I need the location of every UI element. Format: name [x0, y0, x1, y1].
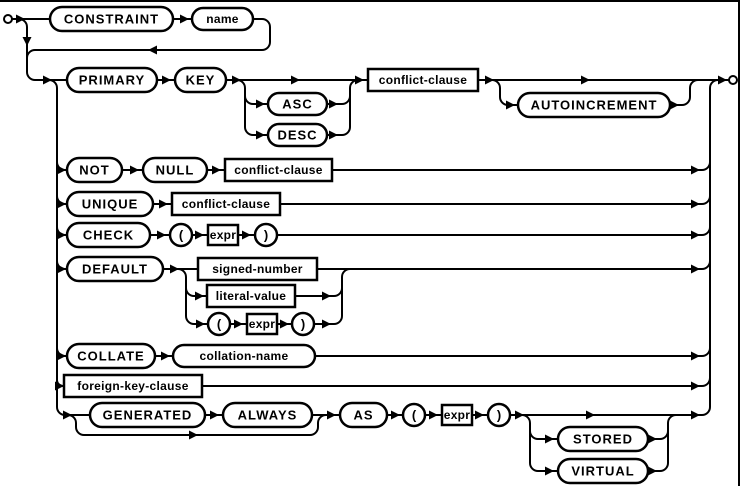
keyword-always: ALWAYS	[221, 401, 314, 429]
rparen-default: )	[290, 311, 316, 337]
keyword-stored-label: STORED	[573, 432, 633, 447]
rparen-check-label: )	[264, 228, 268, 243]
nonterminal-signed-number[interactable]: signed-number	[196, 256, 319, 282]
nonterminal-conflict-clause-not-null[interactable]: conflict-clause	[223, 157, 334, 183]
lparen-check-label: (	[179, 228, 184, 243]
keyword-autoincrement-label: AUTOINCREMENT	[531, 98, 658, 113]
keyword-check: CHECK	[65, 221, 152, 249]
end-terminal-icon	[728, 75, 738, 85]
start-terminal-icon	[3, 14, 13, 24]
keyword-asc-label: ASC	[282, 97, 312, 112]
keyword-primary-label: PRIMARY	[79, 73, 145, 88]
keyword-unique: UNIQUE	[65, 190, 155, 218]
collation-name-label: collation-name	[200, 349, 289, 363]
token-collation-name: collation-name	[171, 343, 317, 369]
keyword-check-label: CHECK	[83, 228, 134, 243]
keyword-not: NOT	[65, 156, 124, 184]
nonterminal-conflict-clause-pk[interactable]: conflict-clause	[366, 67, 480, 93]
keyword-null-label: NULL	[156, 163, 195, 178]
nonterminal-expr-check[interactable]: expr	[206, 223, 240, 247]
nonterminal-expr-generated[interactable]: expr	[440, 403, 474, 427]
keyword-autoincrement: AUTOINCREMENT	[516, 91, 672, 119]
keyword-desc: DESC	[266, 122, 329, 148]
keyword-virtual: VIRTUAL	[556, 457, 650, 485]
lparen-generated: (	[401, 402, 427, 428]
keyword-generated: GENERATED	[88, 401, 207, 429]
lparen-generated-label: (	[412, 408, 417, 423]
rparen-generated: )	[486, 402, 512, 428]
keyword-unique-label: UNIQUE	[82, 197, 139, 212]
keyword-virtual-label: VIRTUAL	[571, 464, 634, 479]
literal-value-label: literal-value	[216, 289, 287, 303]
rparen-generated-label: )	[497, 408, 501, 423]
lparen-default-label: (	[217, 317, 222, 332]
nonterminal-literal-value[interactable]: literal-value	[205, 283, 297, 309]
keyword-collate-label: COLLATE	[77, 349, 144, 364]
lparen-default: (	[206, 311, 232, 337]
keyword-stored: STORED	[556, 425, 650, 453]
keyword-generated-label: GENERATED	[103, 408, 193, 423]
keyword-default-label: DEFAULT	[82, 262, 148, 277]
keyword-null: NULL	[141, 156, 209, 184]
nonterminal-foreign-key-clause[interactable]: foreign-key-clause	[62, 373, 204, 399]
conflict-clause-pk-label: conflict-clause	[379, 73, 468, 87]
nonterminal-conflict-clause-unique[interactable]: conflict-clause	[170, 191, 282, 217]
keyword-constraint: CONSTRAINT	[48, 5, 175, 33]
rparen-check: )	[253, 222, 279, 248]
keyword-default: DEFAULT	[65, 255, 165, 283]
keyword-as-label: AS	[353, 408, 373, 423]
keyword-key-label: KEY	[186, 73, 216, 88]
expr-check-label: expr	[210, 228, 237, 242]
keyword-constraint-label: CONSTRAINT	[64, 12, 159, 27]
foreign-key-clause-label: foreign-key-clause	[77, 379, 188, 393]
keyword-desc-label: DESC	[277, 128, 317, 143]
keyword-asc: ASC	[266, 91, 329, 117]
keyword-collate: COLLATE	[65, 342, 157, 370]
token-name: name	[190, 6, 255, 32]
conflict-clause-not-null-label: conflict-clause	[234, 163, 323, 177]
token-name-label: name	[206, 12, 239, 26]
keyword-not-label: NOT	[79, 163, 109, 178]
rparen-default-label: )	[301, 317, 305, 332]
expr-default-label: expr	[249, 317, 276, 331]
nonterminal-expr-default[interactable]: expr	[245, 312, 279, 336]
keyword-primary: PRIMARY	[65, 66, 159, 94]
keyword-always-label: ALWAYS	[238, 408, 298, 423]
signed-number-label: signed-number	[212, 262, 303, 276]
expr-generated-label: expr	[444, 408, 471, 422]
lparen-check: (	[168, 222, 194, 248]
conflict-clause-unique-label: conflict-clause	[182, 197, 271, 211]
keyword-key: KEY	[173, 66, 228, 94]
keyword-as: AS	[338, 401, 389, 429]
